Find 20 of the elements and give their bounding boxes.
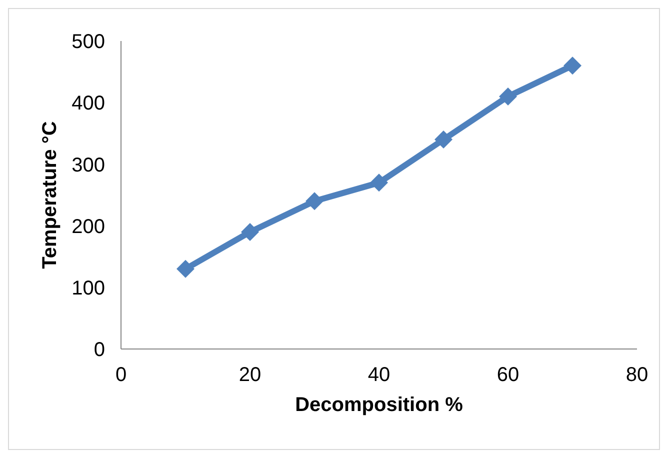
y-tick-label: 500 xyxy=(72,31,105,54)
y-axis-title: Temperature °C xyxy=(39,121,62,269)
x-tick-label: 20 xyxy=(238,364,262,386)
y-tick-label: 400 xyxy=(72,92,105,115)
point xyxy=(370,174,388,192)
y-tick-label: 100 xyxy=(72,278,105,300)
x-tick-label: 40 xyxy=(368,364,390,386)
y-tick-label: 200 xyxy=(72,216,105,238)
point xyxy=(564,56,582,75)
point xyxy=(499,87,517,106)
x-axis-title: Decomposition % xyxy=(295,394,464,416)
y-tick-label: 0 xyxy=(94,339,105,362)
y-tick-label: 300 xyxy=(72,154,105,176)
point xyxy=(176,260,194,278)
x-tick-label: 0 xyxy=(115,364,127,386)
point xyxy=(306,192,324,210)
x-tick-label: 80 xyxy=(626,364,648,386)
x-tick-label: 60 xyxy=(496,364,520,386)
point xyxy=(241,222,259,241)
point xyxy=(434,130,452,149)
